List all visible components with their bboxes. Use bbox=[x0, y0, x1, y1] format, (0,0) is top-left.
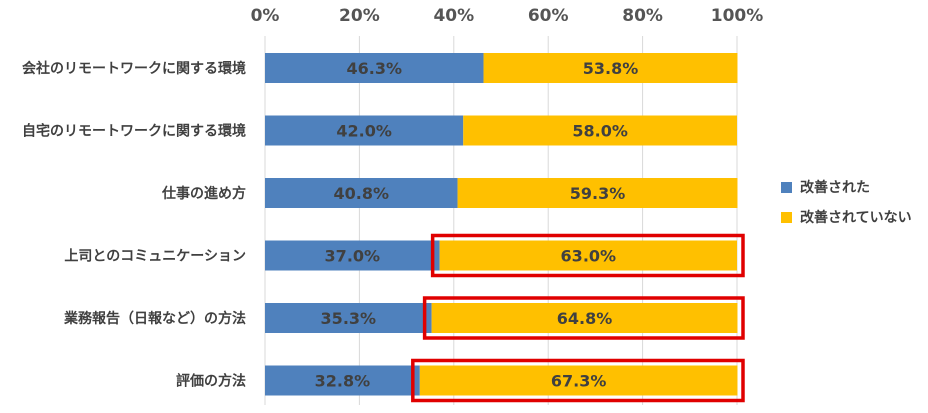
data-label: 42.0% bbox=[336, 122, 392, 141]
x-tick-label: 40% bbox=[433, 6, 474, 26]
bar-improved bbox=[265, 365, 420, 396]
bar-improved bbox=[265, 303, 432, 333]
x-tick-label: 100% bbox=[711, 6, 764, 26]
legend-label: 改善されていない bbox=[800, 209, 912, 226]
data-label: 40.8% bbox=[334, 184, 390, 203]
category-label: 自宅のリモートワークに関する環境 bbox=[22, 123, 246, 140]
category-label: 評価の方法 bbox=[176, 373, 246, 390]
highlight-box bbox=[411, 358, 745, 403]
x-tick-label: 60% bbox=[528, 6, 569, 26]
highlight-box bbox=[422, 296, 745, 340]
x-axis-ticks: 0% 20% 40% 60% 80% 100% bbox=[251, 6, 764, 26]
data-label: 59.3% bbox=[570, 184, 626, 203]
bar-improved bbox=[265, 240, 440, 271]
legend-swatch bbox=[781, 182, 792, 193]
bar-not-improved bbox=[439, 240, 737, 271]
highlight-box bbox=[430, 233, 745, 278]
gridlines bbox=[264, 36, 738, 405]
x-tick-label: 0% bbox=[251, 6, 280, 26]
data-label: 37.0% bbox=[325, 247, 381, 266]
data-label: 58.0% bbox=[572, 122, 628, 141]
data-label: 32.8% bbox=[315, 372, 371, 391]
category-label: 会社のリモートワークに関する環境 bbox=[22, 60, 246, 77]
bar-improved bbox=[265, 53, 484, 83]
category-label: 上司とのコミュニケーション bbox=[64, 249, 246, 265]
x-tick-label: 20% bbox=[339, 6, 380, 26]
bar-improved bbox=[265, 178, 458, 208]
highlight-boxes bbox=[411, 233, 745, 403]
bar-not-improved bbox=[431, 303, 738, 333]
legend-label: 改善された bbox=[800, 179, 870, 196]
data-label: 67.3% bbox=[551, 372, 607, 391]
data-label: 63.0% bbox=[561, 247, 617, 266]
data-label: 35.3% bbox=[321, 309, 377, 328]
category-label: 仕事の進め方 bbox=[161, 185, 246, 202]
data-label: 46.3% bbox=[347, 59, 403, 78]
bar-not-improved bbox=[463, 115, 737, 146]
legend-swatch bbox=[781, 212, 792, 223]
bar-improved bbox=[265, 115, 464, 146]
bar-not-improved bbox=[419, 365, 738, 396]
data-label: 53.8% bbox=[583, 59, 639, 78]
x-tick-label: 80% bbox=[622, 6, 663, 26]
bars: 46.3% 53.8% 42.0% 58.0% 40.8% 59.3% 37.0% 63.0%… bbox=[265, 53, 738, 396]
category-labels: 会社のリモートワークに関する環境自宅のリモートワークに関する環境仕事の進め方上司… bbox=[22, 60, 246, 390]
category-label: 業務報告（日報など）の方法 bbox=[63, 310, 246, 327]
bar-not-improved bbox=[483, 53, 738, 83]
bar-not-improved bbox=[457, 178, 738, 208]
data-label: 64.8% bbox=[557, 309, 613, 328]
